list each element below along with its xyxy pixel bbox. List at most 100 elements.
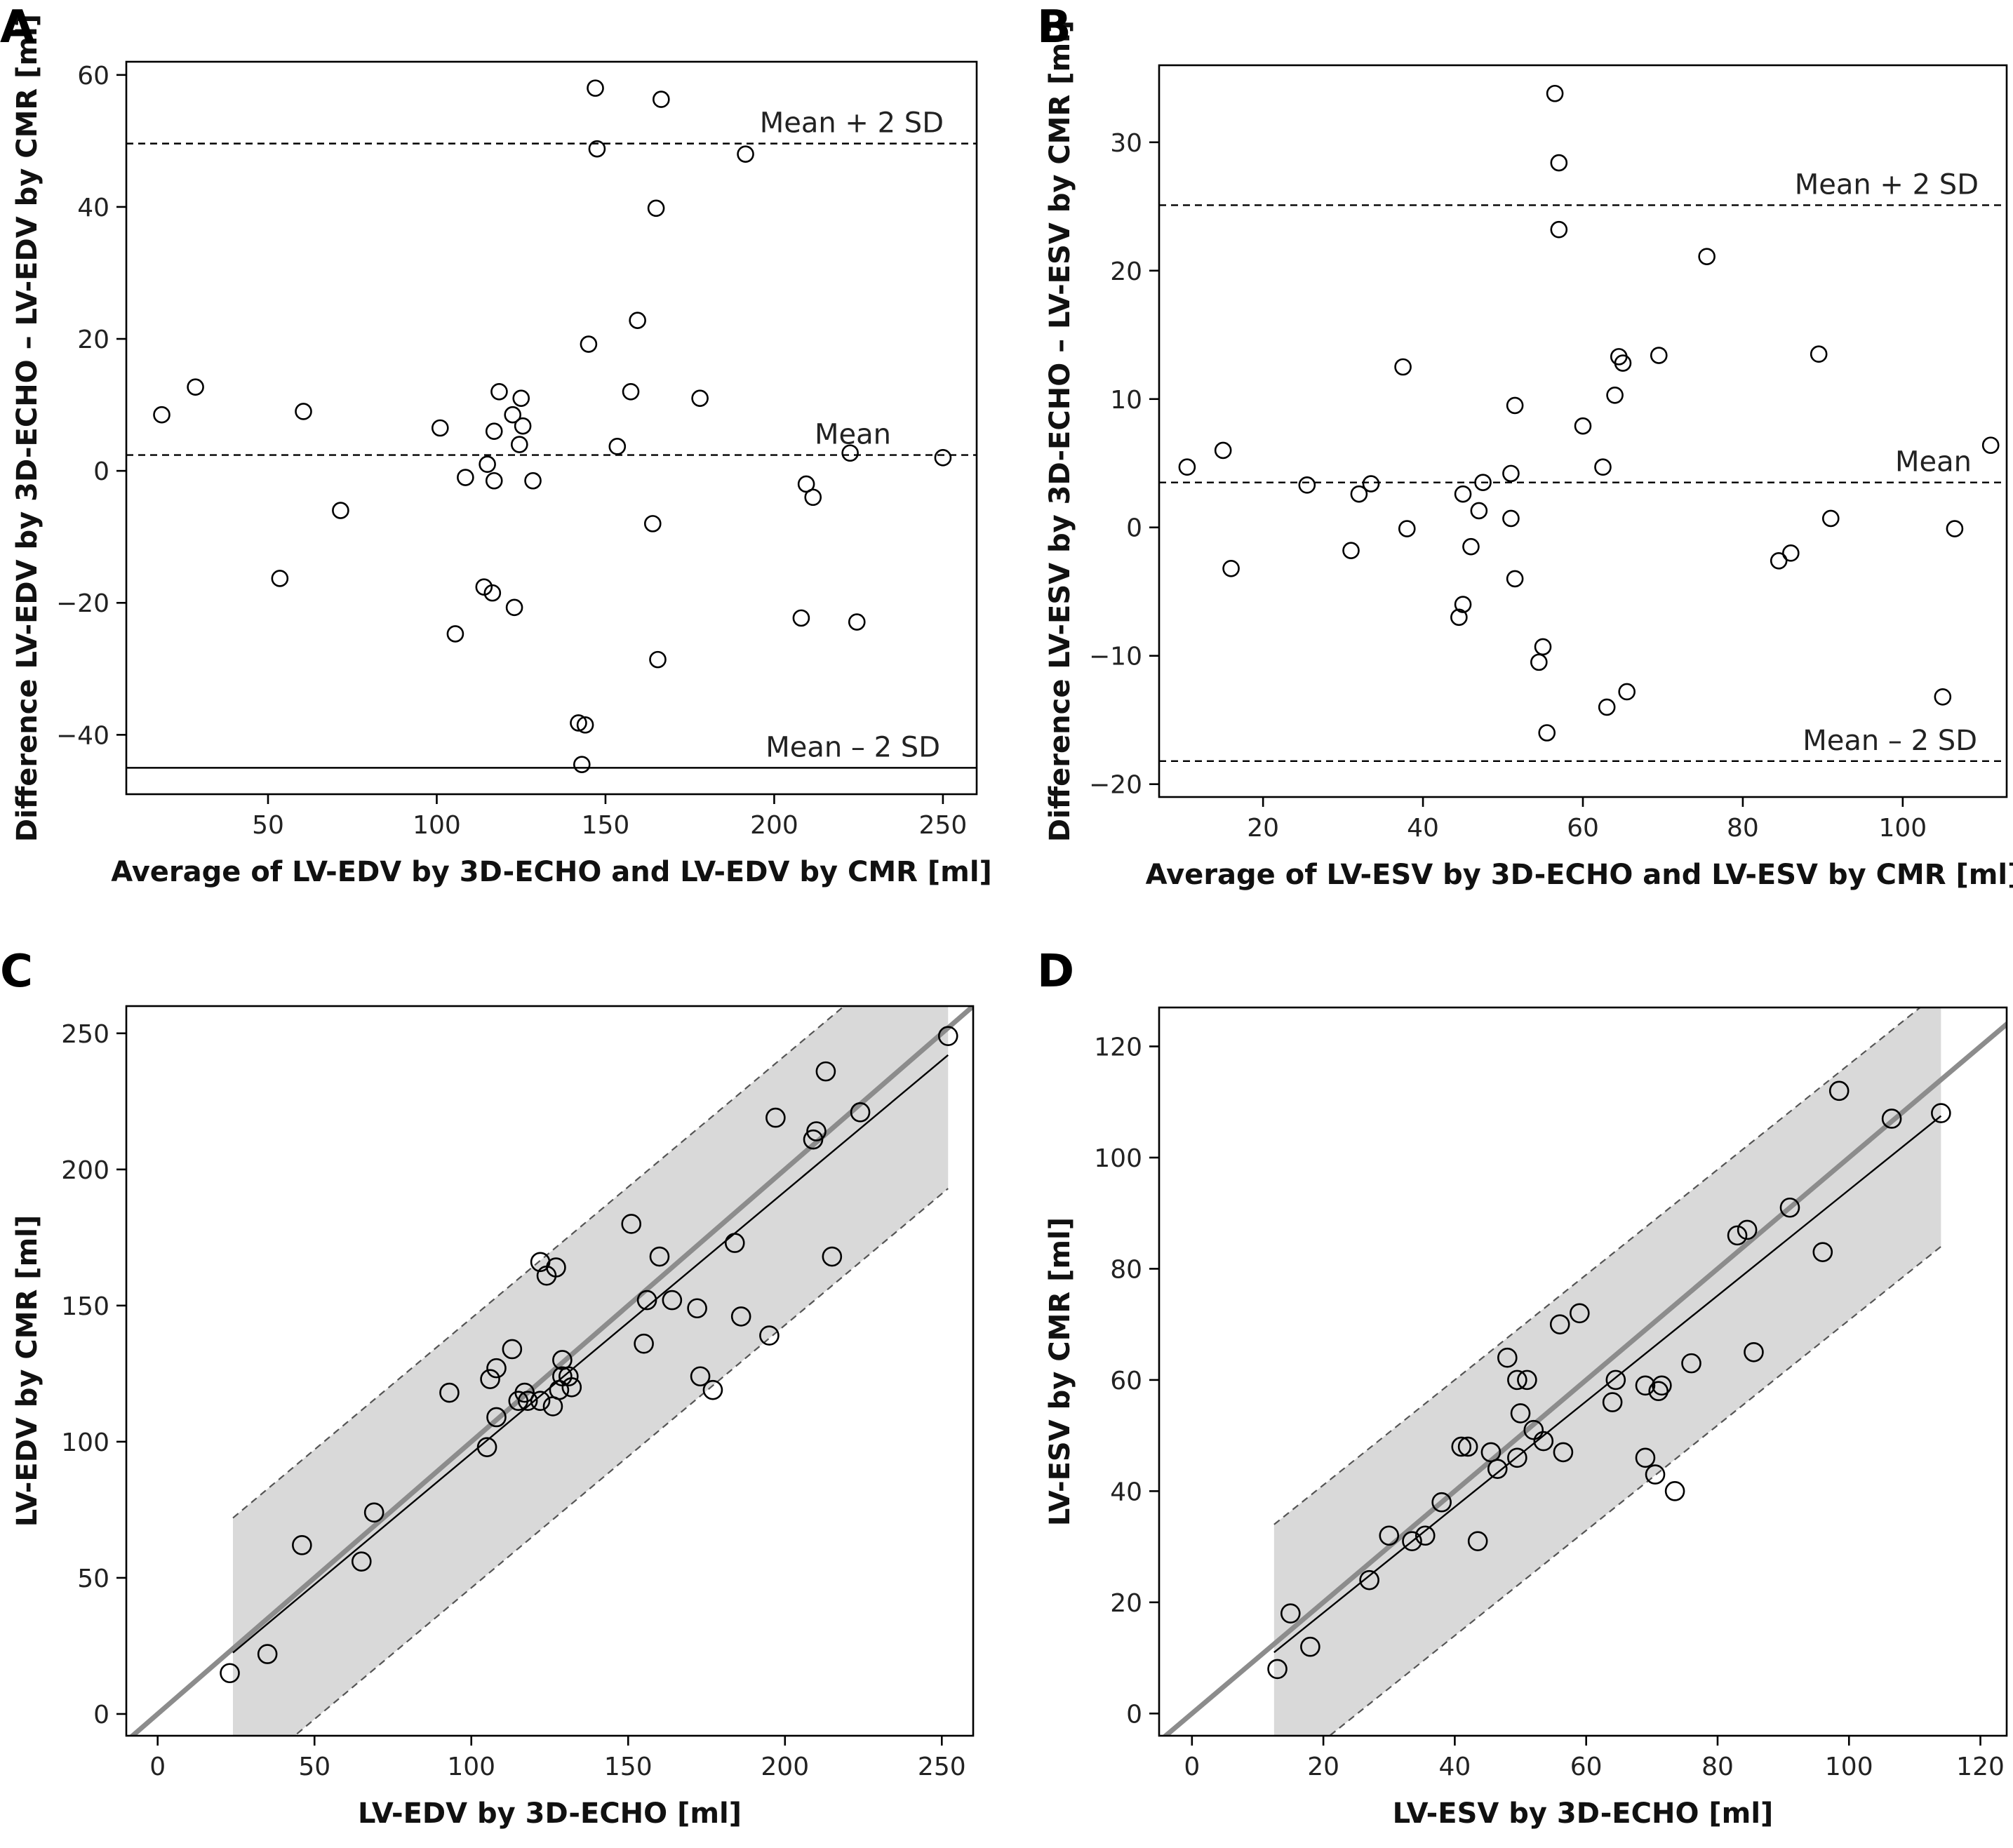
data-point [1727, 1225, 1748, 1246]
data-point [1549, 1314, 1570, 1334]
data-point [1222, 559, 1240, 577]
data-point [1681, 1353, 1701, 1374]
data-point [1931, 1103, 1951, 1123]
y-tick-label: −20 [1089, 771, 1142, 800]
data-point [1350, 485, 1368, 503]
data-point [822, 1246, 843, 1267]
reference-label-1: Mean [815, 419, 891, 451]
data-point [1474, 474, 1492, 491]
data-point [702, 1379, 723, 1400]
data-point [549, 1379, 570, 1400]
x-tick-label: 80 [1727, 814, 1759, 843]
data-point [1379, 1525, 1400, 1546]
data-point [587, 79, 604, 97]
data-point [1506, 396, 1524, 415]
data-point [486, 1358, 507, 1379]
data-point [292, 1535, 312, 1555]
data-point [1267, 1659, 1288, 1680]
y-axis-label: Difference LV-ESV by 3D-ECHO – LV-ESV by… [1044, 20, 1076, 842]
panel-d-correlation-esv: 0 20 40 60 80 100 120 0 20 40 60 80 100 120 LV-ESV by … [1037, 946, 2008, 1830]
data-point [363, 1502, 384, 1523]
y-tick-label: −20 [56, 589, 109, 618]
data-point [1744, 1341, 1764, 1362]
data-point [647, 199, 665, 217]
x-tick-label: 100 [1825, 1753, 1873, 1781]
panel-letter: A [0, 1, 35, 53]
x-tick-label: 200 [750, 811, 798, 840]
data-point [332, 502, 349, 519]
x-tick-label: 60 [1567, 814, 1599, 843]
data-point [1606, 386, 1624, 404]
y-tick-label: 30 [1110, 129, 1142, 158]
x-tick-label: 250 [919, 811, 968, 840]
data-point [1398, 520, 1416, 537]
y-tick-label: 60 [1110, 1367, 1142, 1395]
lower-limit-line [293, 1188, 949, 1736]
data-point [1934, 688, 1952, 706]
data-point [792, 609, 810, 627]
data-point [486, 1407, 507, 1428]
data-point [504, 406, 521, 424]
data-point [476, 1437, 497, 1457]
data-point [850, 1102, 871, 1123]
data-point [1550, 220, 1568, 239]
y-tick-label: 0 [1126, 514, 1142, 543]
data-point [1497, 1347, 1518, 1368]
data-point [1779, 1197, 1800, 1218]
data-point [737, 145, 754, 163]
data-point [1451, 1436, 1472, 1457]
y-axis-label: Difference LV-EDV by 3D-ECHO – LV-EDV by… [11, 14, 44, 842]
identity-line [128, 1006, 973, 1736]
data-point [1598, 698, 1616, 716]
data-point [1782, 544, 1800, 562]
data-point [570, 714, 587, 732]
data-point [1553, 1442, 1574, 1463]
reference-label-2: Mean – 2 SD [765, 731, 940, 763]
data-point [621, 1214, 642, 1234]
data-point [517, 1391, 538, 1411]
data-point [759, 1325, 780, 1346]
x-axis-label: Average of LV-ESV by 3D-ECHO and LV-ESV … [1146, 859, 2013, 891]
y-tick-label: 40 [1110, 1478, 1142, 1506]
x-tick-label: 20 [1247, 814, 1279, 843]
identity-line [1161, 1021, 2007, 1736]
x-tick-label: 20 [1307, 1753, 1339, 1781]
data-point [1298, 476, 1316, 494]
data-point [1652, 1375, 1672, 1396]
x-axis-label: LV-ESV by 3D-ECHO [ml] [1393, 1797, 1774, 1830]
x-tick-label: 80 [1701, 1753, 1734, 1781]
y-tick-label: 120 [1094, 1033, 1142, 1062]
data-point [1618, 683, 1636, 701]
data-point [479, 455, 496, 474]
data-point [804, 488, 822, 507]
y-tick-label: −10 [1089, 643, 1142, 671]
data-point [848, 613, 866, 631]
data-point [153, 406, 170, 424]
data-point [649, 1246, 670, 1267]
data-point [1546, 84, 1564, 102]
y-tick-label: 20 [77, 326, 109, 354]
data-point [643, 515, 662, 533]
plot-frame [125, 1005, 975, 1737]
x-tick-label: 40 [1407, 814, 1439, 843]
y-tick-label: 100 [1094, 1144, 1142, 1173]
data-point [1605, 1370, 1626, 1391]
data-point [937, 1026, 958, 1046]
data-point [576, 716, 594, 734]
data-point [1810, 345, 1828, 363]
data-point [691, 389, 709, 407]
x-tick-label: 50 [298, 1753, 330, 1781]
y-tick-label: 100 [61, 1428, 109, 1457]
data-point [1507, 1370, 1527, 1391]
data-point [505, 598, 523, 617]
x-tick-label: 60 [1570, 1753, 1603, 1781]
data-point [730, 1306, 751, 1327]
data-point [1454, 485, 1472, 503]
data-point [1214, 441, 1232, 460]
panel-letter: B [1037, 1, 1071, 53]
data-point [220, 1663, 240, 1684]
data-point [1402, 1531, 1422, 1551]
data-point [934, 449, 952, 467]
data-point [1487, 1459, 1508, 1479]
